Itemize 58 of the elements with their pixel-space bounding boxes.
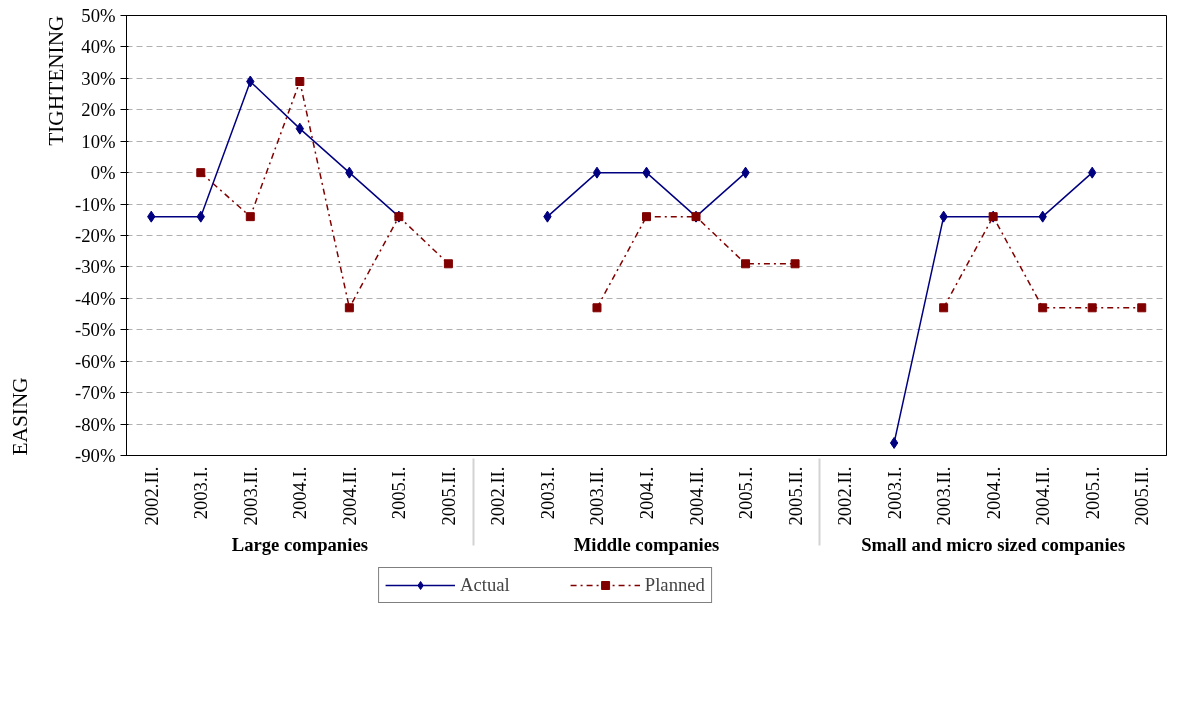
text: Large companies — [231, 533, 368, 555]
x-tick-label: 2005.II. — [1131, 466, 1153, 526]
y-tick-label: 50% — [81, 5, 116, 26]
x-tick-label: 2003.I. — [190, 466, 212, 520]
text: Small and micro sized companies — [861, 533, 1126, 555]
point — [790, 259, 800, 269]
y-tick-label: 0% — [90, 162, 116, 184]
y-tick-label: 40% — [81, 36, 116, 58]
x-tick-label: 2003.II. — [239, 466, 261, 526]
x-tick-label: 2002.II. — [834, 466, 856, 526]
x-tick-label: 2003.I. — [536, 466, 558, 520]
x-tick-label: 2004.II. — [685, 466, 707, 526]
x-tick-label: 2004.I. — [636, 466, 657, 520]
point — [889, 436, 899, 449]
x-tick-label: 2002.II. — [140, 466, 162, 526]
x-tick-label: 2003.II. — [586, 466, 608, 526]
x-tick-label: 2005.II. — [784, 466, 806, 526]
text: EASING — [7, 377, 32, 456]
point — [344, 303, 354, 313]
y-tick-label: -40% — [75, 287, 116, 309]
y-tick-label: -10% — [75, 193, 116, 215]
y-tick-label: 20% — [81, 99, 116, 121]
point — [196, 168, 206, 178]
point — [592, 303, 602, 313]
x-tick-label: 2005.II. — [437, 466, 459, 526]
x-tick-label: 2004.I. — [289, 466, 311, 520]
x-tick-label: 2002.II. — [487, 466, 509, 526]
point — [592, 166, 602, 179]
y-tick-label: 10% — [81, 130, 116, 152]
legend-label: Actual — [460, 574, 510, 596]
x-tick-label: 2003.II. — [933, 466, 955, 526]
x-tick-label: 2004.II. — [338, 466, 360, 526]
point — [1137, 303, 1147, 313]
y-tick-label: -90% — [75, 445, 116, 466]
point — [295, 77, 305, 86]
x-tick-label: 2003.I. — [883, 466, 905, 520]
x-tick-label: 2004.I. — [982, 466, 1004, 520]
x-tick-label: 2005.I. — [1081, 466, 1103, 520]
point — [443, 259, 453, 269]
x-tick-label: 2005.I. — [735, 466, 757, 520]
x-tick-label: 2005.I. — [388, 466, 410, 520]
text: Middle companies — [573, 533, 720, 555]
y-tick-label: -50% — [75, 319, 116, 341]
y-tick-label: -20% — [75, 225, 116, 246]
point — [1087, 303, 1097, 313]
point — [642, 212, 651, 222]
point — [245, 212, 255, 222]
y-tick-label: -30% — [75, 256, 116, 278]
x-tick-label: 2004.II. — [1032, 466, 1054, 526]
text: TIGHTENING — [43, 15, 68, 146]
y-tick-label: -70% — [75, 382, 116, 404]
point — [939, 303, 949, 313]
y-tick-label: 30% — [81, 67, 116, 89]
point — [1038, 303, 1048, 313]
point — [741, 259, 751, 269]
y-tick-label: -80% — [75, 413, 116, 435]
y-tick-label: -60% — [75, 350, 116, 372]
legend-label: Planned — [644, 574, 705, 596]
